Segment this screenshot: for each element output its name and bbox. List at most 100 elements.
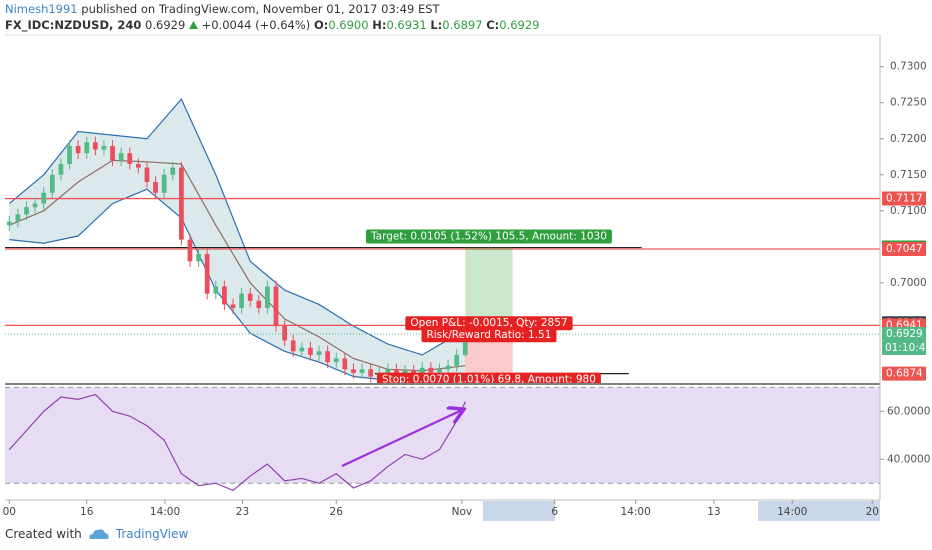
price-badge-label: 0.6874 [886,368,923,380]
y-tick-label: 0.7100 [890,205,927,217]
candle-body [15,214,21,222]
x-tick-label: 14:00 [150,506,180,518]
low-label: L: [430,18,443,32]
candle-body [127,153,133,164]
author: Nimesh1991 [5,2,78,16]
candle-body [144,167,150,182]
change: +0.0044 (+0.64%) [201,18,311,32]
x-tick-label: 13 [707,506,720,518]
candle-body [342,358,348,370]
rsi-line [8,393,466,492]
countdown: 01:10:44 [885,342,932,354]
up-triangle [188,21,198,29]
candle-body [32,203,38,208]
price-badge [882,327,926,342]
candle-body [161,174,167,193]
open-label: O: [313,18,329,32]
y-tick-label: 0.7300 [890,61,927,73]
candle-body [222,286,227,305]
axis-highlight [758,501,880,521]
high-value: 0.6931 [386,18,427,32]
x-tick-label: 14:00 [777,506,807,518]
candle-body [428,367,434,373]
candle-body [308,347,313,355]
candle-body [273,286,279,327]
candle-body [256,300,262,309]
candle-body [316,351,322,355]
candle-body [368,369,374,377]
low-value: 0.6897 [442,18,483,32]
candle-body [24,207,29,215]
candle-body [58,163,64,175]
candle-body [101,145,107,150]
last-price: 0.6929 [145,18,186,32]
candle-body [75,145,81,154]
x-tick-label: 26 [330,506,344,518]
candle-body [462,334,468,355]
price-badge-label: 0.7117 [886,193,923,205]
axis-highlight [483,501,555,521]
y-tick-label: 0.7150 [890,169,927,181]
price-badge [882,366,926,381]
candle-body [67,145,72,164]
rsi-band [5,387,880,484]
candle-body [84,142,90,154]
candle-body [153,181,158,193]
x-tick-label: 00 [3,506,16,518]
position-label-box [421,328,557,343]
price-badge-label: 0.6929 [886,328,923,340]
x-tick-label: Nov [452,506,473,518]
candle-body [282,326,287,341]
position-label: Risk/Reward Ratio: 1.51 [426,329,551,341]
candle-body [419,367,425,373]
brand[interactable]: TradingView [115,527,189,541]
open-value: 0.6900 [328,18,369,32]
candle-body [299,347,305,352]
candle-body [437,369,442,373]
x-tick-label: 14:00 [621,506,651,518]
candle-body [187,239,193,262]
candle-body [92,142,98,150]
candle-body [265,286,270,309]
candle-body [333,358,339,363]
candle-body [325,351,331,363]
candle-body [170,167,176,175]
candle-body [394,369,399,376]
candle-body [41,192,47,204]
x-tick-label: 6 [551,506,558,518]
published: published on TradingView.com, November 0… [81,2,440,16]
basis-line [9,159,466,372]
candle-body [411,370,417,373]
candle-body [239,293,244,309]
y-tick-label: 60.0000 [887,405,930,417]
position-label: Stop: 0.0070 (1.01%) 69.8, Amount: 980 [382,374,596,386]
position-label-box [376,372,601,383]
close-label: C: [486,18,500,32]
y-tick-label: 0.7000 [890,277,927,289]
created-with: Created with [5,527,82,541]
arrow-annotation [341,410,462,467]
candle-body [110,145,115,161]
price-badge [882,191,926,206]
candle-body [135,163,141,168]
candle-body [204,254,210,294]
x-tick-label: 20 [866,506,879,518]
y-tick-label: 40.0000 [887,453,930,465]
candle-body [359,369,365,373]
target-zone [465,247,513,324]
candle-body [230,304,236,309]
candle-body [6,221,12,226]
countdown-badge [882,341,926,356]
header: Nimesh1991 published on TradingView.com,… [5,1,540,33]
candle-body [454,354,460,366]
high-label: H: [372,18,387,32]
position-label-box [405,316,573,331]
position-label: Open P&L: -0.0015, Qty: 2857 [410,317,567,329]
candle-body [290,340,296,352]
candle-body [213,286,219,294]
price-badge-label: 0.7047 [886,243,923,255]
x-tick-label: 16 [80,506,94,518]
candle-body [247,293,253,301]
